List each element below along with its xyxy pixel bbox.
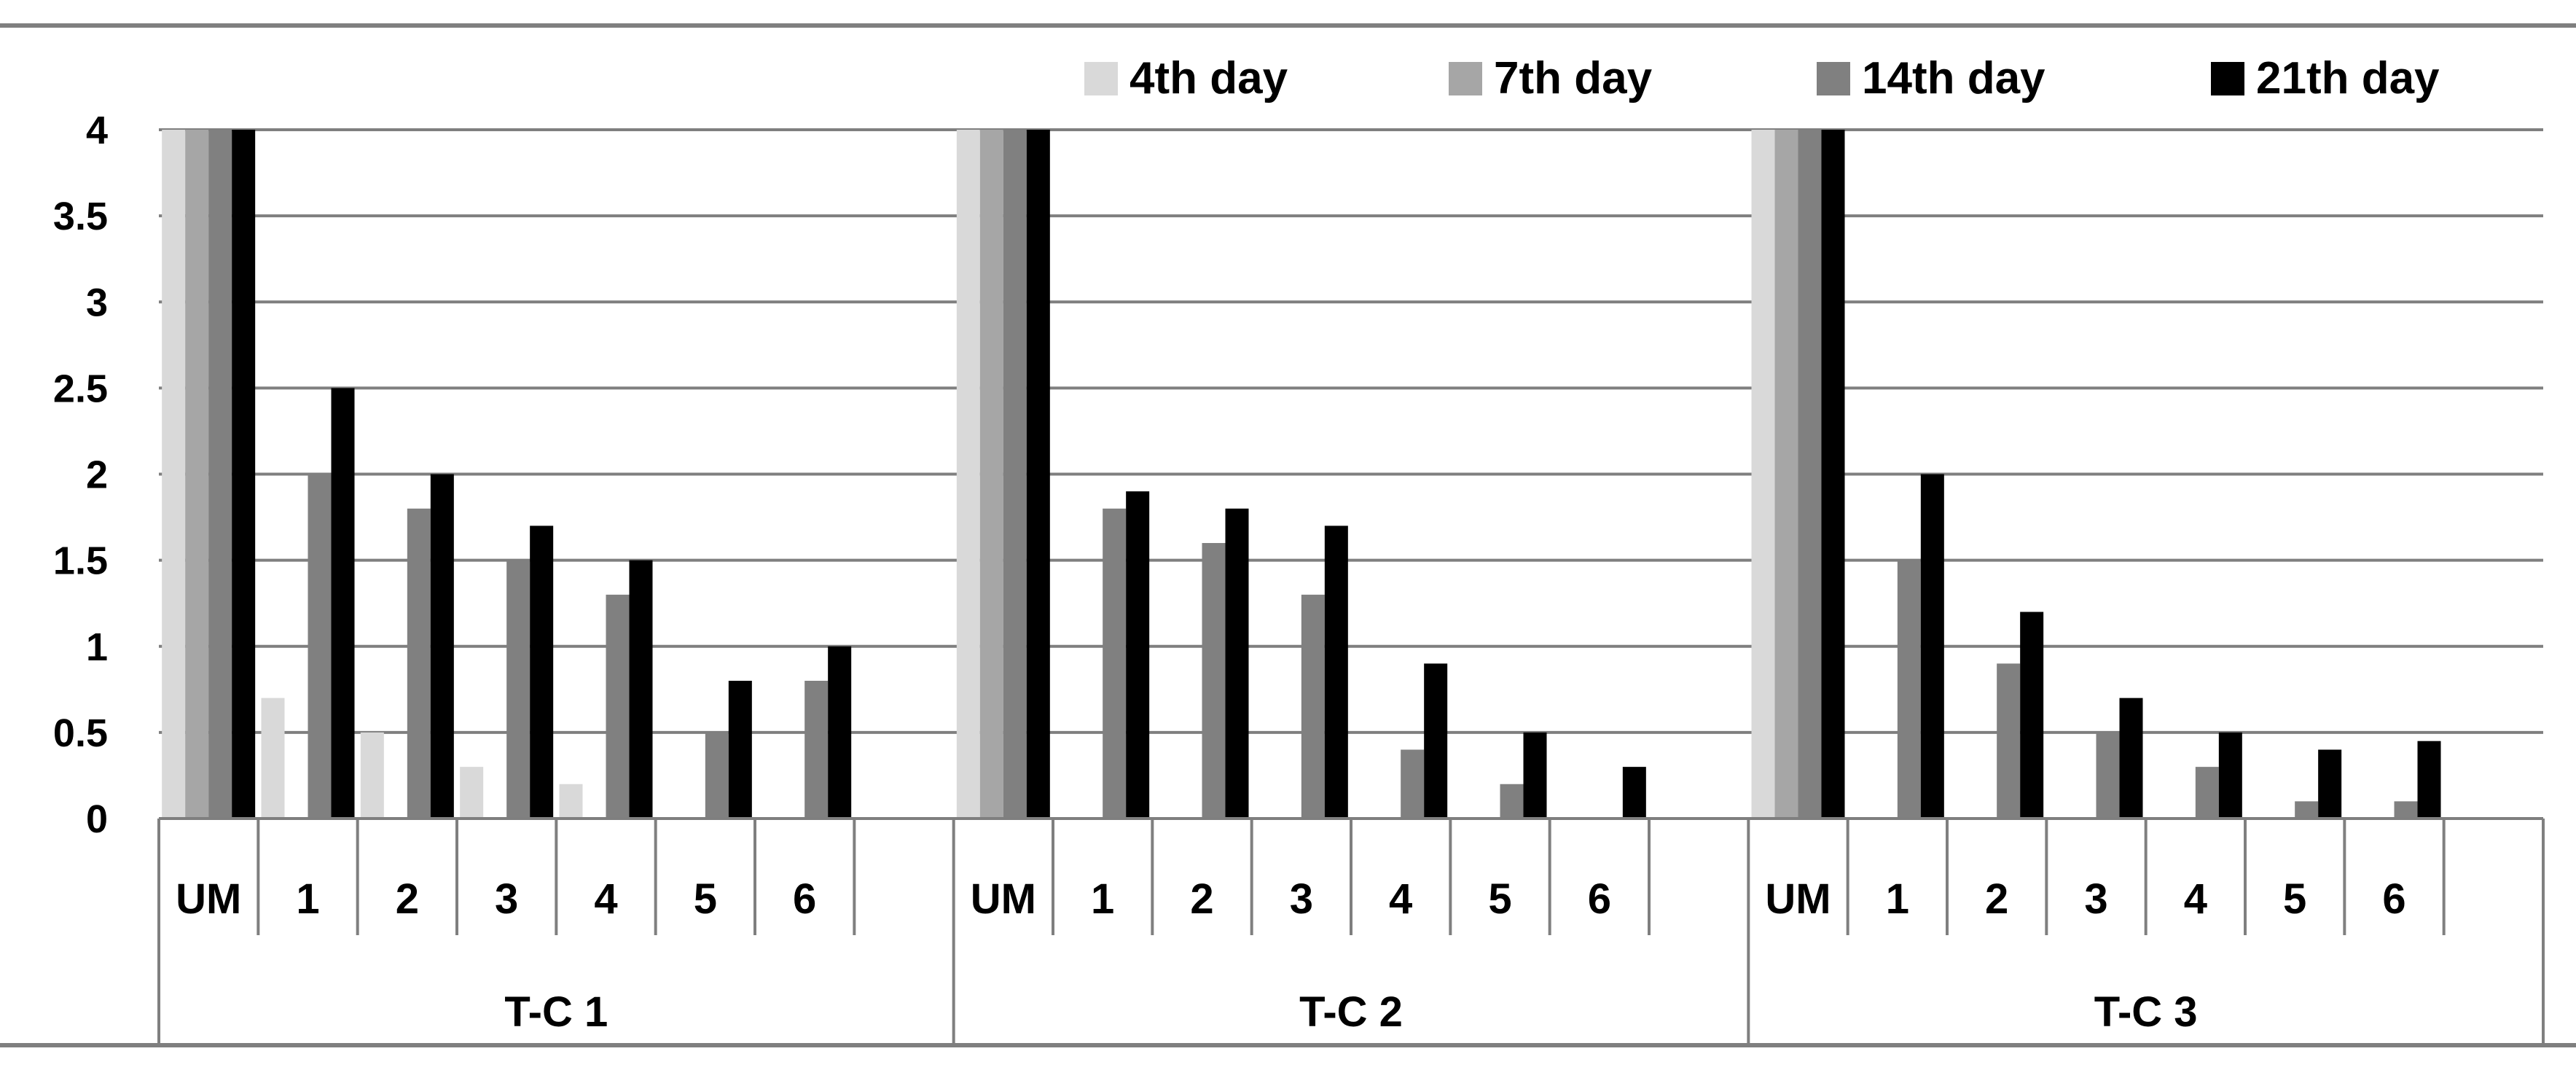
x-tick-label: 1 bbox=[1886, 875, 1909, 923]
bar bbox=[2295, 801, 2319, 819]
bar bbox=[2417, 741, 2441, 819]
y-tick-label: 3.5 bbox=[53, 195, 108, 238]
bar bbox=[1897, 560, 1921, 819]
x-tick-label: 1 bbox=[296, 875, 319, 923]
bar bbox=[1003, 130, 1027, 819]
x-tick-label: 2 bbox=[396, 875, 419, 923]
bar bbox=[1103, 508, 1127, 819]
y-axis: 0 0.5 1 1.5 2 2.5 3 3.5 4 bbox=[53, 109, 108, 841]
x-tick-label: UM bbox=[971, 875, 1036, 923]
legend-swatch bbox=[1449, 62, 1482, 95]
legend-label: 4th day bbox=[1130, 53, 1288, 104]
bar bbox=[2119, 698, 2143, 819]
bar bbox=[261, 698, 285, 819]
x-tick-label: 5 bbox=[694, 875, 717, 923]
bar bbox=[208, 130, 232, 819]
bar bbox=[629, 560, 653, 819]
x-tick-label: 3 bbox=[1290, 875, 1313, 923]
x-tick-label: 3 bbox=[2084, 875, 2107, 923]
x-tick-label: 6 bbox=[1588, 875, 1611, 923]
y-tick-label: 2.5 bbox=[53, 367, 108, 410]
legend-label: 21th day bbox=[2256, 53, 2440, 104]
bar bbox=[1225, 508, 1249, 819]
bar bbox=[407, 508, 431, 819]
bar bbox=[728, 681, 752, 819]
bar bbox=[162, 130, 186, 819]
x-tick-label: 6 bbox=[793, 875, 816, 923]
bar bbox=[1401, 749, 1425, 819]
bar bbox=[1324, 526, 1348, 819]
x-tick-label: 3 bbox=[495, 875, 518, 923]
x-axis-table: UM 1 2 3 4 5 6 T-C 1 UM 1 2 3 4 5 6 T-C 2 UM 1 2 3 4 5 6 T-C 3 bbox=[157, 817, 2545, 1045]
bar bbox=[506, 560, 531, 819]
x-tick-label: 6 bbox=[2382, 875, 2405, 923]
bar bbox=[232, 130, 256, 819]
y-tick-label: 1.5 bbox=[53, 539, 108, 583]
bar bbox=[979, 130, 1003, 819]
y-tick-label: 0 bbox=[86, 797, 108, 841]
bar bbox=[1821, 130, 1845, 819]
bar bbox=[2218, 732, 2242, 819]
chart-frame bbox=[0, 23, 2576, 1047]
bar bbox=[559, 784, 583, 819]
bar bbox=[308, 474, 332, 819]
y-tick-label: 4 bbox=[86, 109, 108, 152]
bar bbox=[1920, 474, 1944, 819]
legend: 4th day 7th day 14th day 21th day bbox=[1084, 53, 2440, 104]
bar bbox=[804, 681, 829, 819]
y-tick-label: 2 bbox=[86, 453, 108, 497]
bar bbox=[606, 594, 630, 819]
bar bbox=[185, 130, 209, 819]
bar bbox=[1523, 732, 1547, 819]
bar bbox=[2318, 749, 2342, 819]
bar bbox=[1751, 130, 1775, 819]
y-tick-label: 3 bbox=[86, 281, 108, 324]
bar bbox=[331, 388, 355, 819]
bar bbox=[2195, 767, 2219, 819]
y-tick-label: 1 bbox=[86, 625, 108, 669]
group-label: T-C 1 bbox=[504, 988, 608, 1036]
x-tick-label: UM bbox=[176, 875, 241, 923]
bar bbox=[1202, 543, 1226, 819]
y-tick-label: 0.5 bbox=[53, 711, 108, 755]
x-tick-label: 2 bbox=[1190, 875, 1213, 923]
bar bbox=[1126, 491, 1150, 819]
bar bbox=[360, 732, 384, 819]
bar bbox=[1500, 784, 1524, 819]
legend-swatch bbox=[2211, 62, 2244, 95]
legend-label: 7th day bbox=[1494, 53, 1653, 104]
bar bbox=[530, 526, 554, 819]
bar bbox=[2020, 612, 2044, 819]
legend-swatch bbox=[1817, 62, 1850, 95]
x-tick-label: 4 bbox=[594, 875, 617, 923]
bar bbox=[956, 130, 980, 819]
bar bbox=[828, 646, 852, 819]
bar bbox=[1026, 130, 1050, 819]
bar bbox=[2096, 732, 2120, 819]
legend-label: 14th day bbox=[1862, 53, 2045, 104]
bar bbox=[1301, 594, 1325, 819]
bar bbox=[1798, 130, 1822, 819]
x-tick-label: 2 bbox=[1985, 875, 2008, 923]
x-tick-label: 4 bbox=[2184, 875, 2207, 923]
x-tick-label: 4 bbox=[1389, 875, 1412, 923]
x-tick-label: 5 bbox=[1488, 875, 1511, 923]
bar bbox=[1997, 663, 2021, 819]
bar bbox=[1424, 663, 1448, 819]
bar bbox=[1774, 130, 1798, 819]
legend-swatch bbox=[1084, 62, 1118, 95]
bar bbox=[705, 732, 729, 819]
bar bbox=[1622, 767, 1646, 819]
bar bbox=[460, 767, 484, 819]
x-tick-label: 1 bbox=[1091, 875, 1114, 923]
x-tick-label: 5 bbox=[2283, 875, 2306, 923]
x-tick-label: UM bbox=[1765, 875, 1831, 923]
group-label: T-C 3 bbox=[2094, 988, 2198, 1036]
bar bbox=[430, 474, 454, 819]
group-label: T-C 2 bbox=[1299, 988, 1403, 1036]
bars bbox=[162, 130, 2441, 819]
bar bbox=[2394, 801, 2418, 819]
